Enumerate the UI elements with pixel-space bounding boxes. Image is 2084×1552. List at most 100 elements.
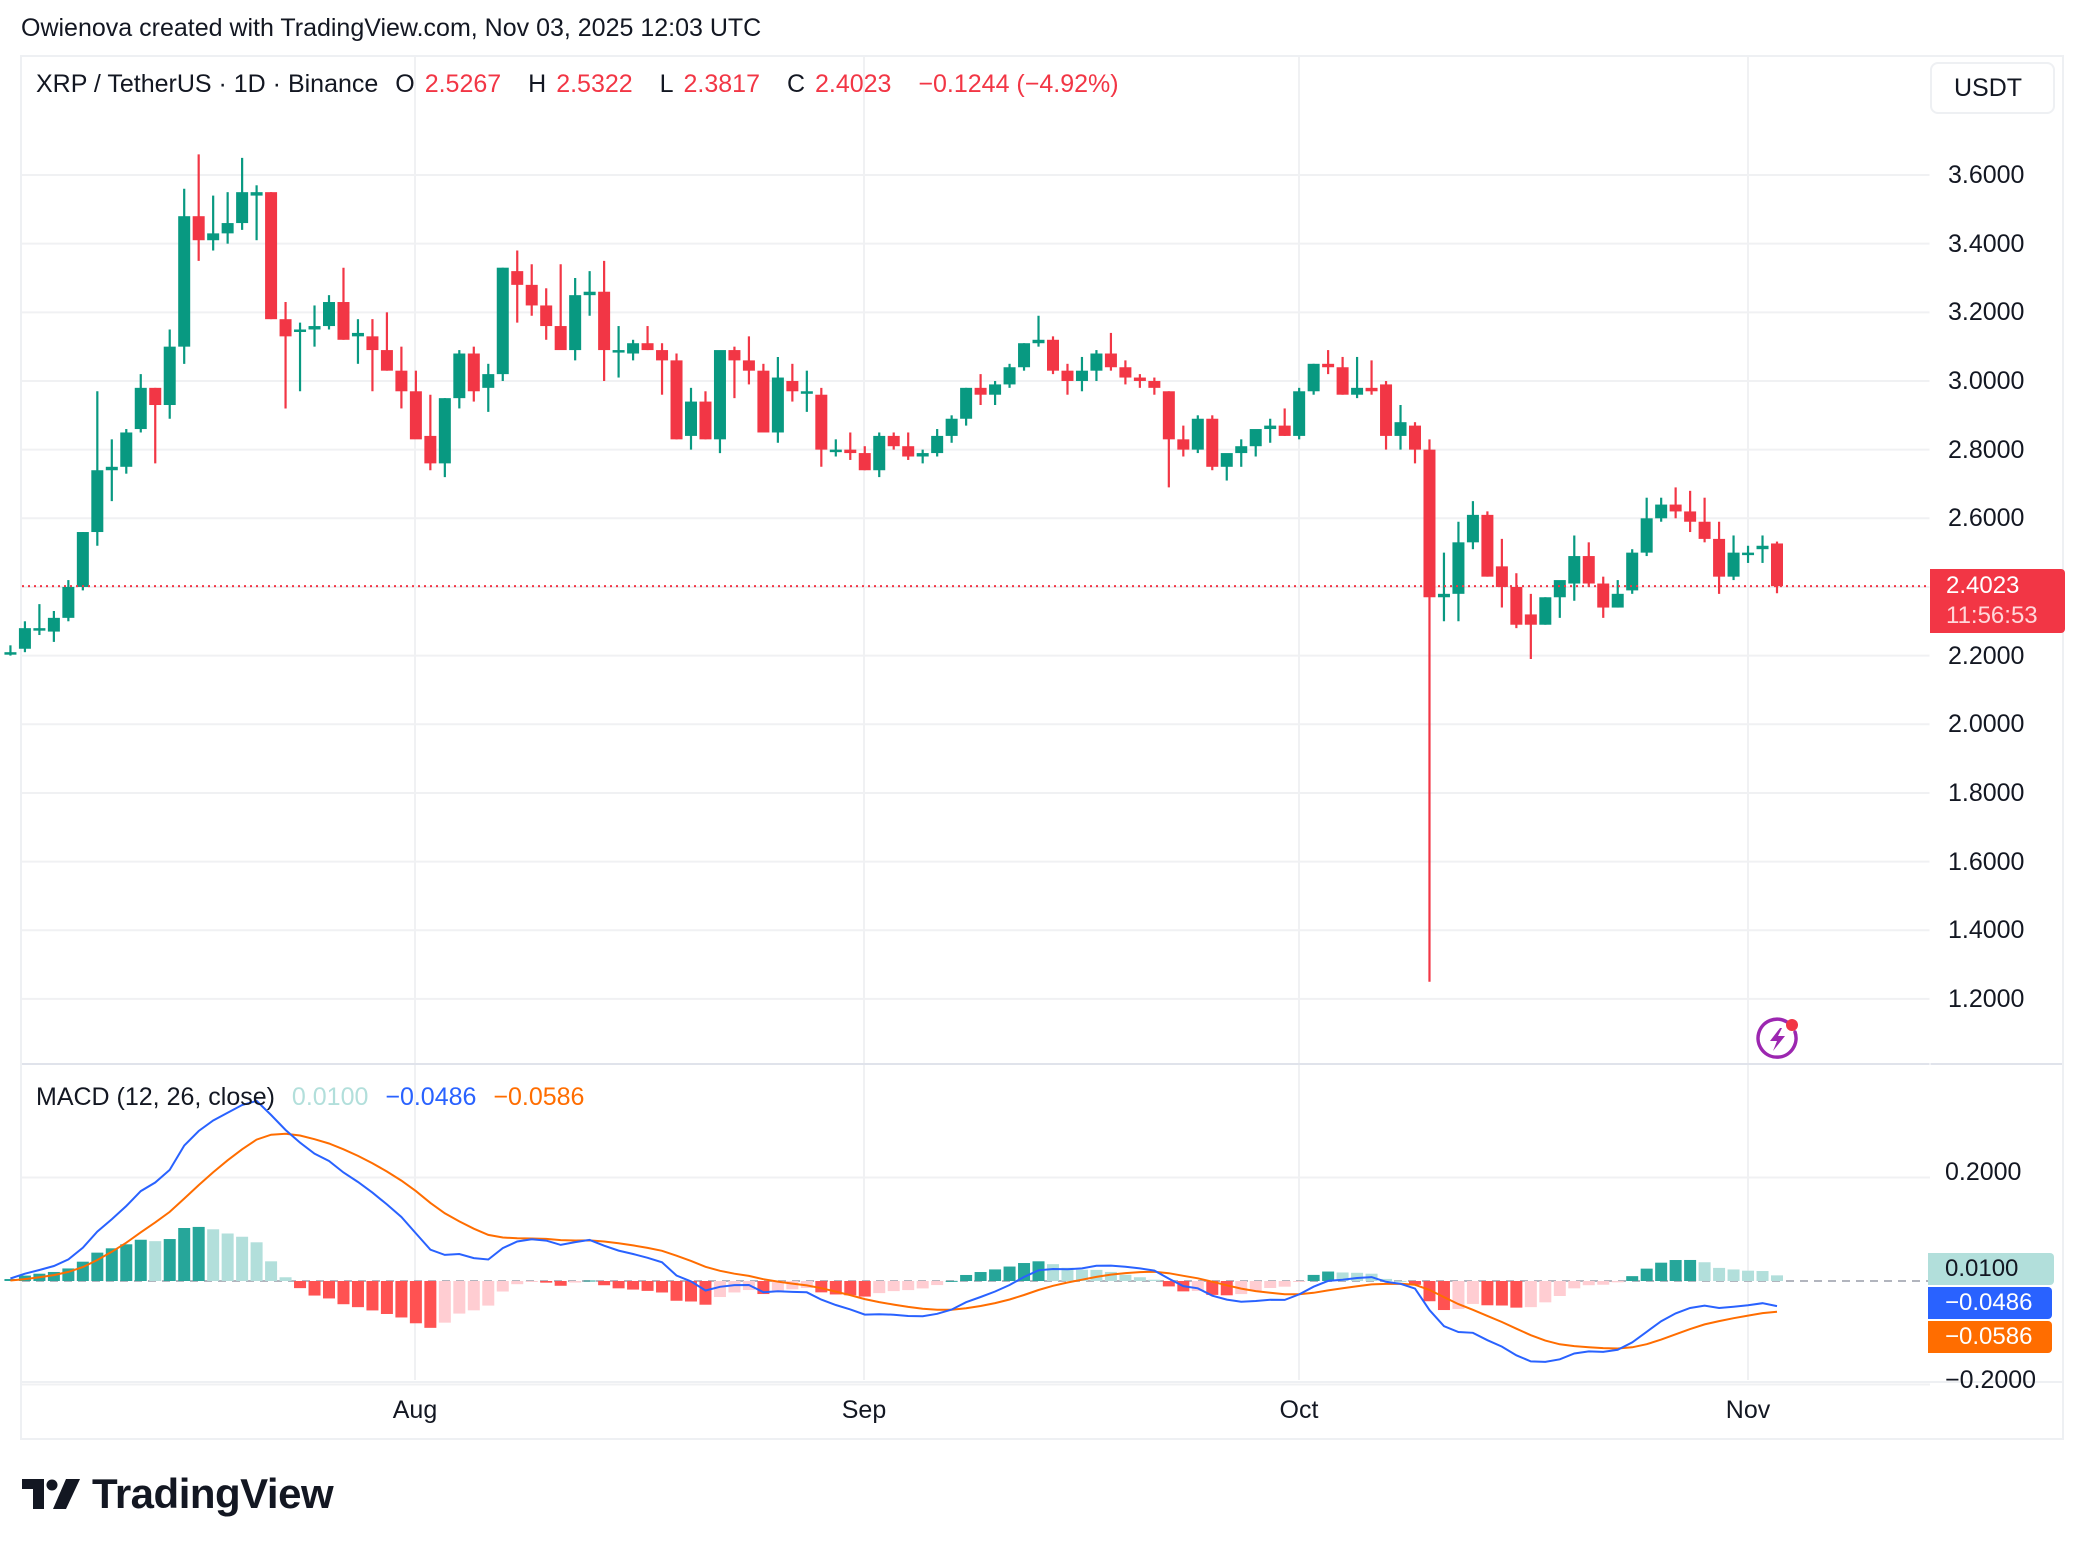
candle-body [1756,545,1769,550]
price-axis-label: 1.8000 [1948,778,2025,807]
macd-histogram-bar [945,1280,958,1282]
candle-body [1684,511,1697,522]
macd-title[interactable]: MACD (12, 26, close) [36,1083,275,1111]
candle-body [438,398,451,464]
macd-histogram-bar [323,1281,335,1299]
macd-histogram-bar [771,1281,784,1291]
macd-histogram-bar [1423,1281,1436,1302]
macd-histogram-bar [178,1228,191,1281]
currency-button[interactable]: USDT [1930,62,2055,114]
macd-histogram-bar [207,1229,220,1281]
macd-histogram-bar [1278,1281,1291,1287]
macd-histogram-value: 0.0100 [291,1083,369,1111]
candle-body [1698,521,1711,539]
time-label-sep: Sep [841,1396,887,1424]
macd-signal-tag: −0.0586 [1928,1321,2052,1353]
macd-histogram-bar [1047,1264,1059,1281]
high-label: H [528,70,547,98]
candle-body [1394,422,1407,436]
macd-histogram-bar [1727,1269,1740,1281]
macd-histogram-bar [1061,1267,1074,1281]
candle-body [380,350,393,371]
macd-histogram-bar [395,1281,408,1318]
candle-body [279,319,292,337]
candle-body [1611,593,1624,608]
price-axis-label: 2.2000 [1948,641,2025,670]
macd-histogram-bar [902,1281,915,1291]
tradingview-logo[interactable]: TradingView [22,1470,334,1518]
candle-body [612,350,625,353]
chart-frame[interactable] [20,55,2064,1440]
price-axis-label: 3.2000 [1948,298,2025,327]
candle-body [482,374,495,388]
macd-histogram-bar [873,1281,886,1294]
candle-body [1075,370,1088,381]
macd-histogram-bar [1582,1281,1595,1286]
macd-histogram-bar [1597,1281,1610,1285]
candle-body [496,267,509,375]
macd-histogram-bar [713,1281,726,1298]
candle-body [453,353,466,399]
candle-body [873,435,886,471]
macd-histogram-bar [1162,1281,1175,1287]
macd-histogram-bar [989,1269,1002,1281]
macd-histogram-bar [1481,1281,1494,1306]
macd-histogram-bar [1104,1271,1117,1281]
macd-histogram-bar [974,1272,987,1281]
macd-histogram-bar [656,1281,669,1293]
macd-histogram-bar [308,1281,321,1296]
macd-histogram-bar [525,1281,538,1282]
candle-body [829,449,842,453]
macd-histogram-bar [120,1244,133,1281]
time-label-aug: Aug [392,1396,438,1424]
macd-histogram-bar [1684,1259,1697,1281]
macd-signal-value: −0.0586 [493,1083,585,1111]
candle-body [858,453,871,471]
price-axis-label: 3.0000 [1948,366,2025,395]
macd-axis-bottom: −0.2000 [1945,1366,2037,1388]
macd-histogram-bar [236,1236,249,1281]
candle-body [265,192,278,320]
candle-body [641,343,654,351]
macd-histogram-bar [337,1281,350,1305]
candle-body [62,586,75,618]
candle-body [1133,377,1146,381]
candle-body [583,291,596,296]
candle-body [395,370,408,392]
macd-histogram-bar [149,1241,162,1281]
macd-histogram-bar [931,1281,944,1286]
candle-body [931,435,944,454]
candle-body [1524,614,1537,625]
symbol-title[interactable]: XRP / TetherUS · 1D · Binance [36,70,379,98]
candle-body [1553,580,1566,598]
last-price-tag: 2.4023 11:56:53 [1930,569,2065,633]
macd-histogram-bar [554,1281,567,1286]
candle-body [1582,556,1595,584]
candle-body [1191,418,1204,450]
macd-histogram-bar [1771,1275,1783,1281]
close-label: C [786,70,805,98]
alert-lightning-icon[interactable] [1755,1016,1801,1067]
candle-body [1539,597,1552,625]
candle-body [728,350,741,361]
candle-body [960,387,973,419]
candle-body [33,628,46,631]
macd-histogram-bar [858,1281,871,1297]
macd-histogram-bar [192,1226,205,1281]
macd-line [10,1099,1778,1363]
macd-histogram-bar [351,1281,364,1308]
candle-body [221,223,234,234]
macd-histogram-bar [1756,1271,1769,1281]
candle-body [1090,353,1103,371]
macd-histogram-bar [540,1281,553,1283]
macd-histogram-bar [960,1274,973,1281]
price-axis-label: 1.2000 [1948,984,2025,1013]
candle-body [1249,429,1262,447]
candle-body [337,302,350,340]
candle-body [149,387,162,406]
macd-histogram-bar [1409,1281,1421,1285]
candle-body [134,387,147,430]
candle-body [1047,339,1059,371]
